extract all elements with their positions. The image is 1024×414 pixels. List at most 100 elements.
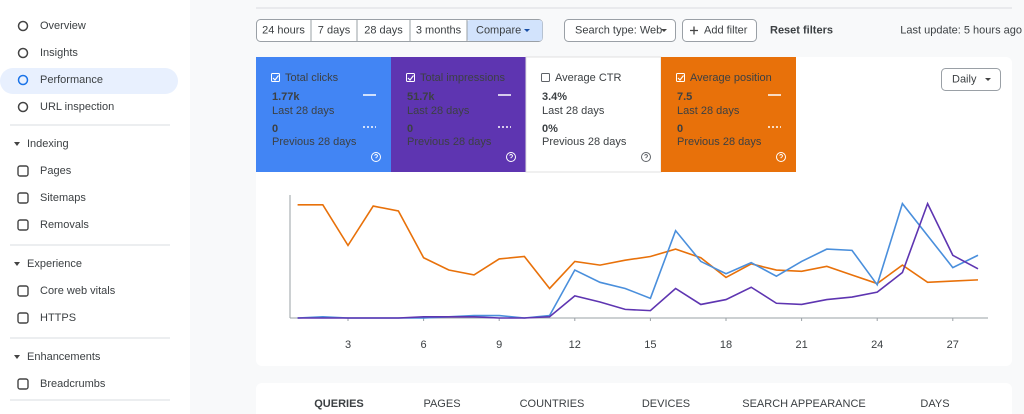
nav-icon — [17, 165, 29, 177]
metric-period: Last 28 days — [677, 105, 740, 117]
x-tick-label: 3 — [345, 339, 351, 351]
tab[interactable]: COUNTRIES — [520, 398, 585, 410]
nav-icon — [17, 47, 29, 59]
tab[interactable]: DEVICES — [642, 398, 690, 410]
x-tick-label: 12 — [569, 339, 581, 351]
nav-item[interactable]: Performance — [40, 74, 103, 86]
help-icon[interactable] — [371, 152, 381, 162]
nav-item[interactable]: URL inspection — [40, 101, 114, 113]
x-tick-label: 27 — [947, 339, 959, 351]
nav-icon — [17, 312, 29, 324]
tab[interactable]: QUERIES — [314, 398, 364, 410]
caret — [524, 29, 530, 32]
check — [272, 75, 279, 81]
nav-item[interactable]: HTTPS — [40, 312, 76, 324]
checkbox — [541, 73, 550, 82]
x-tick-label: 9 — [496, 339, 502, 351]
granularity-select[interactable] — [941, 68, 1001, 91]
checkbox — [406, 73, 415, 82]
metric-prev-value: 0 — [677, 123, 683, 135]
help-icon[interactable] — [641, 152, 651, 162]
help-icon[interactable] — [506, 152, 516, 162]
date-range-button[interactable]: 3 months — [416, 24, 462, 36]
nav-item[interactable]: Overview — [40, 20, 86, 32]
nav-item[interactable]: Sitemaps — [40, 192, 86, 204]
section-title[interactable]: Enhancements — [27, 351, 101, 363]
metric-prev-period: Previous 28 days — [272, 136, 357, 148]
search-type-box — [564, 19, 676, 42]
caret — [661, 29, 667, 32]
date-range-button[interactable]: 7 days — [318, 24, 351, 36]
search-type-button[interactable]: Search type: Web — [575, 24, 662, 36]
metric-name: Average CTR — [555, 72, 621, 84]
tab[interactable]: DAYS — [920, 398, 949, 410]
help-glyph — [509, 154, 513, 159]
compare-bg — [467, 20, 543, 41]
metric-prev-value: 0 — [272, 123, 278, 135]
date-range-button[interactable]: 24 hours — [262, 24, 305, 36]
reset-filters-link[interactable]: Reset filters — [770, 24, 833, 36]
nav-item[interactable]: Pages — [40, 165, 72, 177]
tabs-panel — [256, 383, 1012, 414]
metric-prev-period: Previous 28 days — [407, 136, 492, 148]
x-tick-label: 15 — [644, 339, 656, 351]
series-line — [297, 201, 979, 319]
metric-period: Last 28 days — [542, 105, 605, 117]
x-tick-label: 24 — [871, 339, 883, 351]
metric-prev-value: 0% — [542, 123, 558, 135]
tab[interactable]: PAGES — [423, 398, 460, 410]
metric-name: Total clicks — [285, 72, 339, 84]
metric-card[interactable] — [525, 56, 662, 173]
nav-icon — [17, 378, 29, 390]
metric-period: Last 28 days — [407, 105, 470, 117]
help-icon[interactable] — [776, 152, 786, 162]
add-filter-box — [682, 19, 757, 42]
x-tick-label: 21 — [795, 339, 807, 351]
check — [407, 75, 414, 81]
section-title[interactable]: Experience — [27, 258, 82, 270]
nav-item[interactable]: Breadcrumbs — [40, 378, 106, 390]
nav-icon — [17, 219, 29, 231]
nav-icon — [17, 74, 29, 86]
help-glyph — [644, 154, 648, 159]
series-line — [297, 204, 979, 290]
x-tick-label: 6 — [421, 339, 427, 351]
checkbox — [271, 73, 280, 82]
metric-value: 51.7k — [407, 91, 435, 103]
metric-value: 1.77k — [272, 91, 300, 103]
nav-icon — [17, 20, 29, 32]
date-range-button[interactable]: 28 days — [364, 24, 403, 36]
caret — [14, 142, 20, 146]
nav-item[interactable]: Core web vitals — [40, 285, 116, 297]
last-update: Last update: 5 hours ago — [900, 24, 1022, 36]
metric-value: 7.5 — [677, 91, 692, 103]
help-glyph — [374, 154, 378, 159]
plus-icon — [690, 26, 698, 35]
nav-icon — [17, 192, 29, 204]
caret — [14, 355, 20, 359]
metric-period: Last 28 days — [272, 105, 335, 117]
nav-highlight — [0, 68, 178, 94]
help-glyph — [779, 154, 783, 159]
nav-icon — [17, 285, 29, 297]
add-filter-button[interactable]: Add filter — [704, 24, 748, 36]
nav-icon — [17, 101, 29, 113]
check — [677, 75, 684, 81]
x-tick-label: 18 — [720, 339, 732, 351]
metric-prev-period: Previous 28 days — [542, 136, 627, 148]
metric-name: Average position — [690, 72, 772, 84]
metric-prev-period: Previous 28 days — [677, 136, 762, 148]
metric-name: Total impressions — [420, 72, 505, 84]
metric-value: 3.4% — [542, 91, 567, 103]
nav-item[interactable]: Insights — [40, 47, 78, 59]
tab[interactable]: SEARCH APPEARANCE — [742, 398, 865, 410]
compare-button[interactable]: Compare — [476, 24, 521, 36]
section-title[interactable]: Indexing — [27, 138, 69, 150]
nav-item[interactable]: Removals — [40, 219, 89, 231]
caret — [14, 262, 20, 266]
granularity-label: Daily — [952, 73, 977, 85]
checkbox — [676, 73, 685, 82]
metric-prev-value: 0 — [407, 123, 413, 135]
